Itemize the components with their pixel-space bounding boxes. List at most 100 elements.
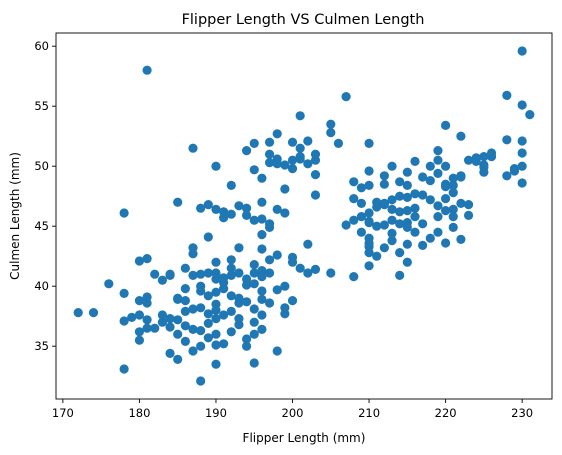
data-point — [395, 270, 405, 280]
data-point — [456, 131, 466, 141]
data-point — [418, 240, 428, 250]
data-point — [219, 339, 229, 349]
data-point — [264, 298, 275, 308]
data-point — [448, 180, 458, 190]
data-point — [425, 161, 435, 171]
data-point — [418, 190, 428, 200]
data-point — [264, 268, 275, 278]
data-point — [379, 179, 389, 189]
data-point — [180, 336, 190, 346]
data-point — [234, 293, 244, 303]
data-point — [395, 191, 405, 201]
data-point — [196, 303, 206, 313]
data-point — [180, 284, 190, 294]
data-point — [364, 180, 374, 190]
data-point — [448, 204, 458, 214]
chart-title: Flipper Length VS Culmen Length — [182, 12, 425, 28]
data-point — [456, 171, 466, 181]
data-point — [418, 172, 428, 182]
data-point — [272, 129, 282, 139]
data-point — [241, 146, 252, 156]
data-point — [188, 143, 198, 153]
data-point — [525, 110, 535, 120]
data-point — [165, 269, 175, 279]
data-point — [364, 166, 374, 176]
data-point — [257, 214, 267, 224]
x-tick-label: 210 — [358, 406, 380, 420]
y-tick-label: 35 — [34, 339, 49, 353]
data-point — [188, 304, 198, 314]
data-point — [402, 192, 412, 202]
data-point — [287, 155, 298, 165]
data-point — [211, 359, 221, 369]
data-point — [517, 161, 527, 171]
data-point — [180, 263, 190, 273]
data-point — [303, 239, 313, 249]
data-point — [379, 220, 389, 230]
data-point — [349, 272, 359, 282]
data-point — [395, 177, 405, 187]
y-tick-label: 60 — [34, 39, 49, 53]
data-point — [203, 291, 213, 301]
data-point — [257, 272, 267, 282]
data-point — [287, 137, 298, 147]
data-point — [173, 315, 183, 325]
data-point — [486, 148, 497, 158]
data-point — [203, 200, 213, 210]
data-point — [234, 201, 244, 211]
data-point — [441, 120, 451, 130]
data-point — [73, 308, 83, 318]
data-point — [264, 158, 275, 168]
data-point — [425, 176, 435, 186]
data-point — [272, 250, 282, 260]
data-point — [356, 212, 367, 222]
data-point — [249, 268, 259, 278]
data-point — [196, 281, 206, 291]
data-point — [479, 167, 489, 177]
data-point — [134, 256, 145, 266]
data-point — [502, 171, 512, 181]
data-point — [448, 188, 458, 198]
data-point — [211, 340, 221, 350]
data-point — [196, 203, 206, 213]
data-point — [287, 252, 298, 262]
data-point — [241, 203, 252, 213]
data-point — [88, 308, 99, 318]
x-axis-ticks: 170 180 190 200 210 220 230 — [52, 399, 533, 420]
data-point — [219, 213, 229, 223]
data-point — [196, 376, 206, 386]
data-point — [310, 149, 321, 159]
data-point — [226, 306, 236, 316]
data-point — [310, 170, 321, 180]
data-point — [196, 341, 206, 351]
x-axis-label: Flipper Length (mm) — [243, 431, 366, 445]
data-point — [502, 135, 512, 145]
data-point — [356, 183, 367, 193]
data-point — [441, 194, 451, 204]
data-point — [448, 173, 458, 183]
data-point — [303, 159, 313, 169]
data-point — [249, 215, 259, 225]
data-point — [219, 278, 229, 288]
data-point — [379, 198, 389, 208]
data-point — [364, 238, 374, 248]
data-point — [188, 270, 198, 280]
data-point — [433, 227, 443, 237]
data-point — [134, 296, 145, 306]
data-point — [341, 220, 351, 230]
data-point — [188, 346, 198, 356]
data-point — [119, 208, 129, 218]
data-point — [310, 264, 321, 274]
data-point — [241, 210, 252, 220]
data-point — [226, 263, 236, 273]
data-point — [142, 315, 152, 325]
data-point — [203, 333, 213, 343]
data-point — [180, 306, 190, 316]
data-point — [211, 287, 221, 297]
data-point — [463, 200, 474, 210]
data-point — [211, 314, 221, 324]
data-point — [272, 204, 282, 214]
data-point — [241, 297, 252, 307]
data-point — [134, 327, 145, 337]
